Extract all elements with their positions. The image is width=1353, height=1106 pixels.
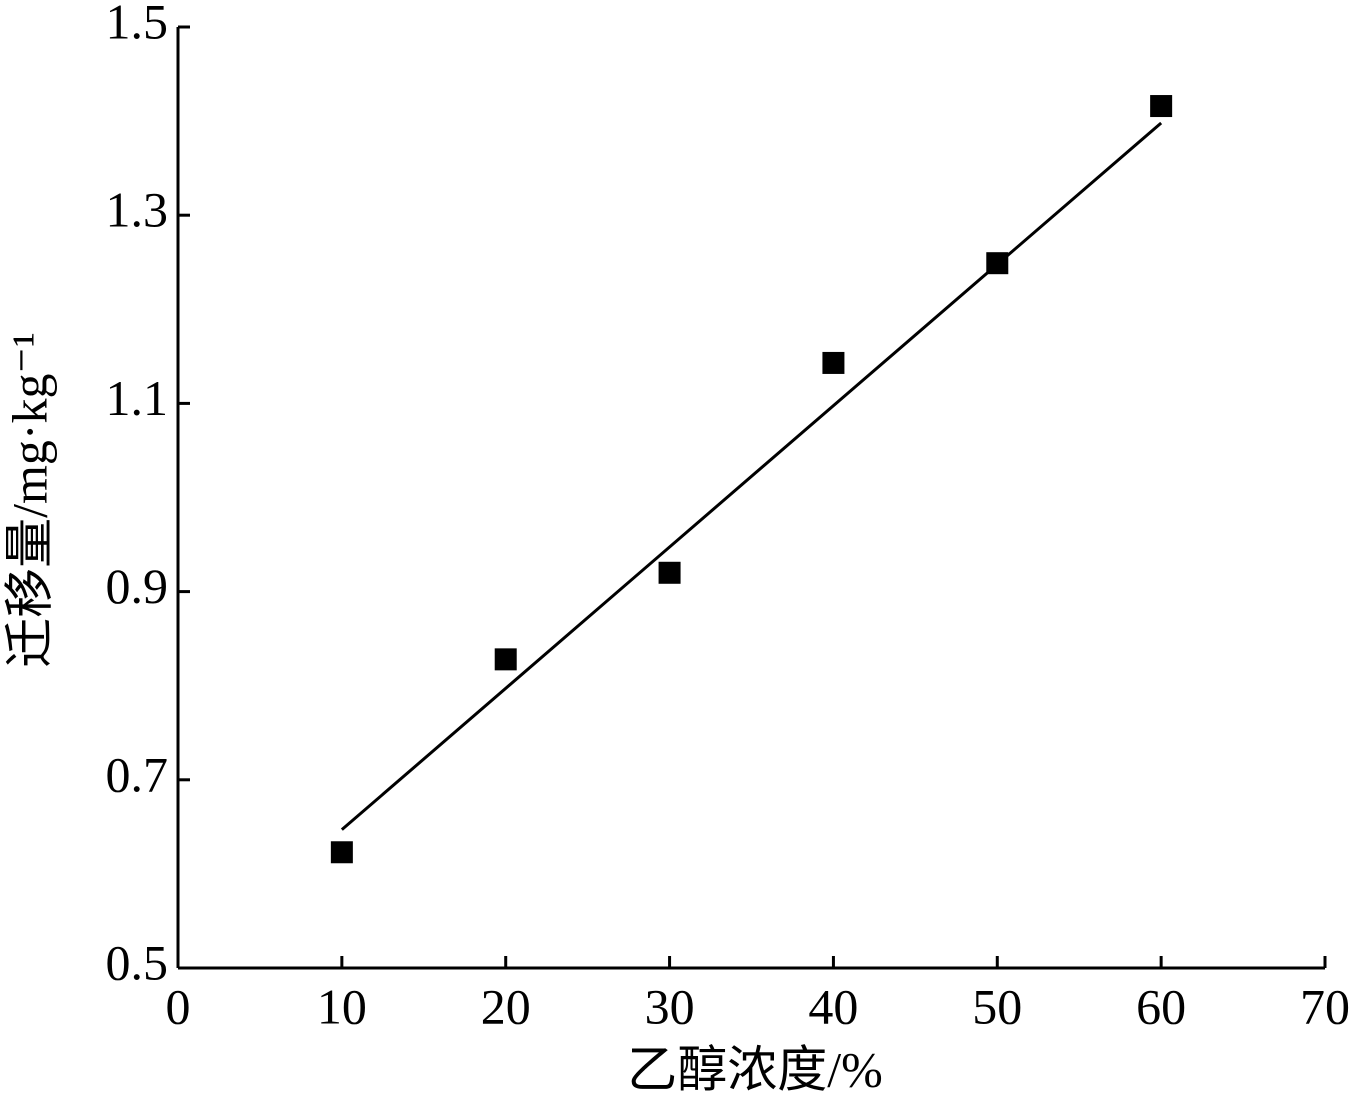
x-tick-label: 50	[972, 978, 1022, 1034]
fit-line	[340, 121, 1163, 831]
y-tick-label: 1.5	[106, 0, 169, 49]
y-tick-label: 1.1	[106, 370, 169, 426]
x-tick-label: 30	[645, 978, 695, 1034]
x-tick-label: 70	[1300, 978, 1350, 1034]
y-tick-label: 0.7	[106, 746, 169, 802]
y-tick-label: 1.3	[106, 182, 169, 238]
x-tick-label: 20	[481, 978, 531, 1034]
x-tick-label: 40	[808, 978, 858, 1034]
y-tick-label: 0.9	[106, 558, 169, 614]
point	[658, 561, 681, 584]
x-tick-label: 60	[1136, 978, 1186, 1034]
y-tick-label: 0.5	[106, 934, 169, 990]
x-tick-label: 0	[166, 978, 191, 1034]
point	[1150, 95, 1173, 118]
point	[822, 351, 845, 374]
y-axis-label: 迁移量/mg·kg⁻¹	[1, 332, 57, 668]
point	[986, 252, 1009, 275]
point	[494, 648, 517, 671]
point	[330, 841, 353, 864]
x-tick-label: 10	[317, 978, 367, 1034]
x-axis-label: 乙醇浓度/%	[627, 1041, 883, 1097]
